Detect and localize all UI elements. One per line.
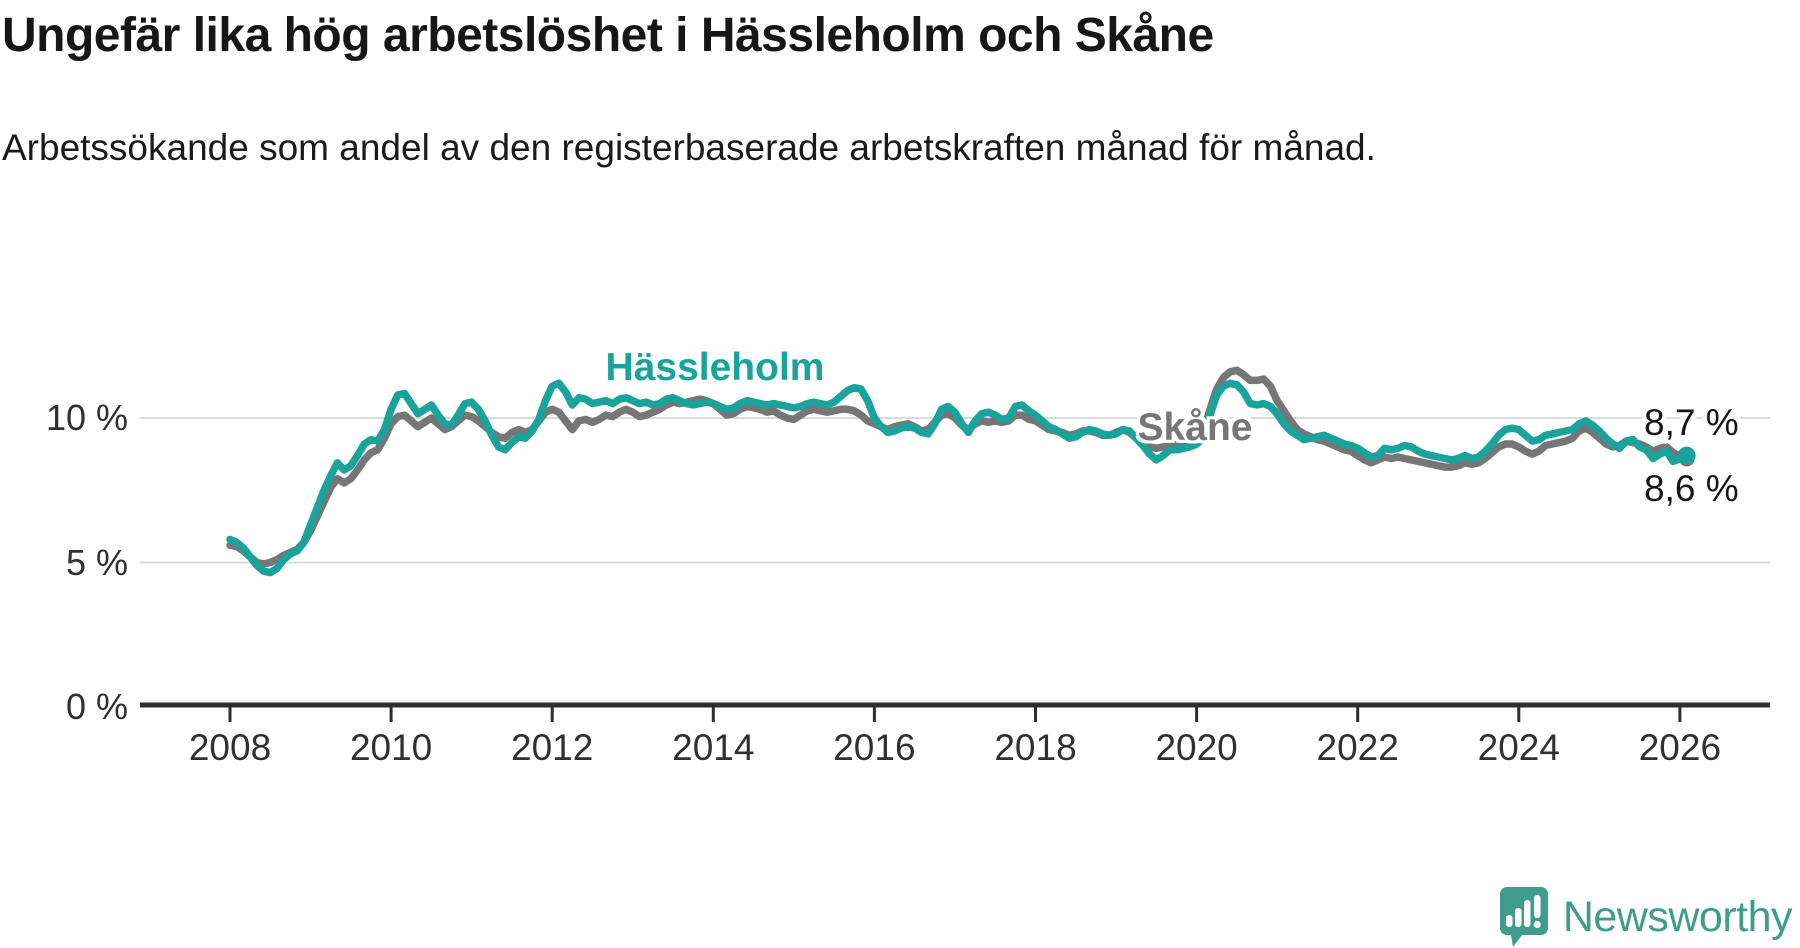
- skane-line: [226, 366, 1691, 568]
- series-label-skane: Skåne: [1137, 406, 1253, 449]
- newsworthy-logo-text: Newsworthy: [1562, 892, 1793, 941]
- hassleholm-line: [226, 379, 1691, 577]
- series-label-hassleholm: Hässleholm: [605, 346, 825, 389]
- y-tick-label-5: 5 %: [65, 541, 128, 583]
- y-tick-label-10: 10 %: [45, 397, 128, 438]
- newsworthy-logo-icon: [1499, 887, 1548, 947]
- x-tick-label-2026: 2026: [1638, 727, 1722, 768]
- x-tick-label-2008: 2008: [188, 727, 272, 768]
- newsworthy-logo: Newsworthy: [1497, 886, 1793, 948]
- hassleholm-end-dot: [1677, 446, 1696, 465]
- x-tick-label-2010: 2010: [349, 727, 433, 768]
- x-tick-label-2014: 2014: [672, 727, 755, 768]
- x-tick-label-2024: 2024: [1477, 727, 1560, 768]
- page-subtitle: Arbetssökande som andel av den registerb…: [2, 127, 1376, 168]
- end-value-hassleholm: 8,7 %: [1644, 402, 1739, 443]
- x-tick-label-2022: 2022: [1316, 727, 1399, 768]
- x-tick-label-2018: 2018: [994, 727, 1077, 768]
- x-tick-label-2016: 2016: [833, 727, 916, 768]
- x-tick-label-2020: 2020: [1155, 727, 1238, 768]
- page-title: Ungefär lika hög arbetslöshet i Hässleho…: [2, 9, 1214, 62]
- end-value-skane: 8,6 %: [1644, 468, 1739, 509]
- y-tick-label-0: 0 %: [65, 686, 128, 727]
- x-tick-label-2012: 2012: [511, 727, 594, 768]
